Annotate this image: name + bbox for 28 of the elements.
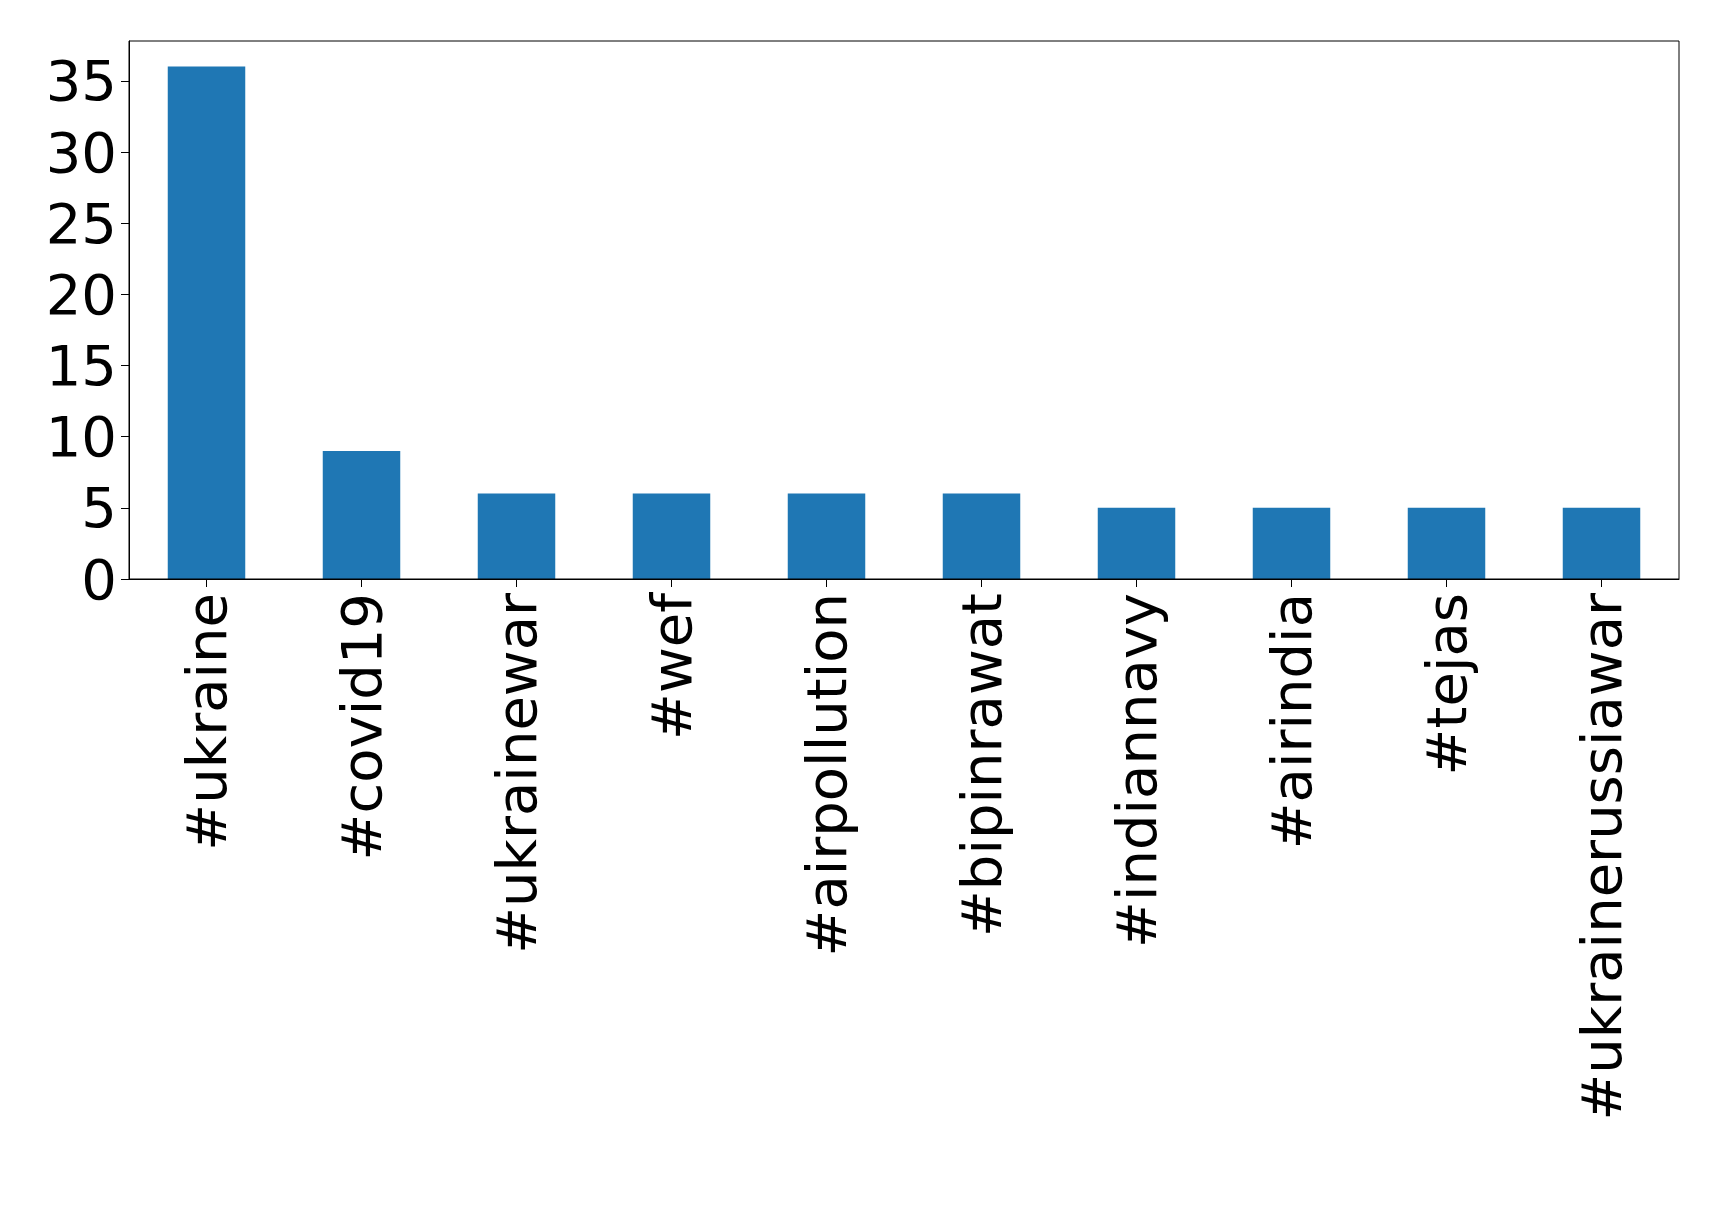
y-tick-label: 15 xyxy=(45,333,117,399)
bar xyxy=(322,450,401,579)
bar xyxy=(1252,507,1331,579)
x-tick-label: #ukrainerussiawar xyxy=(1569,592,1634,1121)
y-tick-label: 0 xyxy=(81,546,117,612)
bar xyxy=(942,493,1021,579)
x-tick-label: #ukrainewar xyxy=(484,592,549,954)
x-tick-label: #bipinrawat xyxy=(949,593,1014,938)
x-tick-label: #airpollution xyxy=(794,593,859,957)
y-tick-label: 30 xyxy=(45,119,117,185)
y-tick-label: 20 xyxy=(45,261,117,327)
bar xyxy=(477,493,556,579)
x-tick-label: #tejas xyxy=(1414,593,1479,776)
bar xyxy=(167,66,246,579)
x-tick-label: #ukraine xyxy=(174,593,239,851)
bar xyxy=(1407,507,1486,579)
x-tick-label: #indiannavy xyxy=(1104,593,1169,948)
bar xyxy=(1562,507,1641,579)
bar xyxy=(1097,507,1176,579)
bar xyxy=(787,493,866,579)
y-tick-label: 25 xyxy=(45,190,117,256)
y-tick-label: 5 xyxy=(81,475,117,541)
x-tick-label: #airindia xyxy=(1259,593,1324,850)
x-tick-label: #covid19 xyxy=(329,593,394,861)
bar xyxy=(632,493,711,579)
y-tick-label: 35 xyxy=(45,48,117,114)
x-tick-label: #wef xyxy=(639,591,704,740)
y-tick-label: 10 xyxy=(45,404,117,470)
